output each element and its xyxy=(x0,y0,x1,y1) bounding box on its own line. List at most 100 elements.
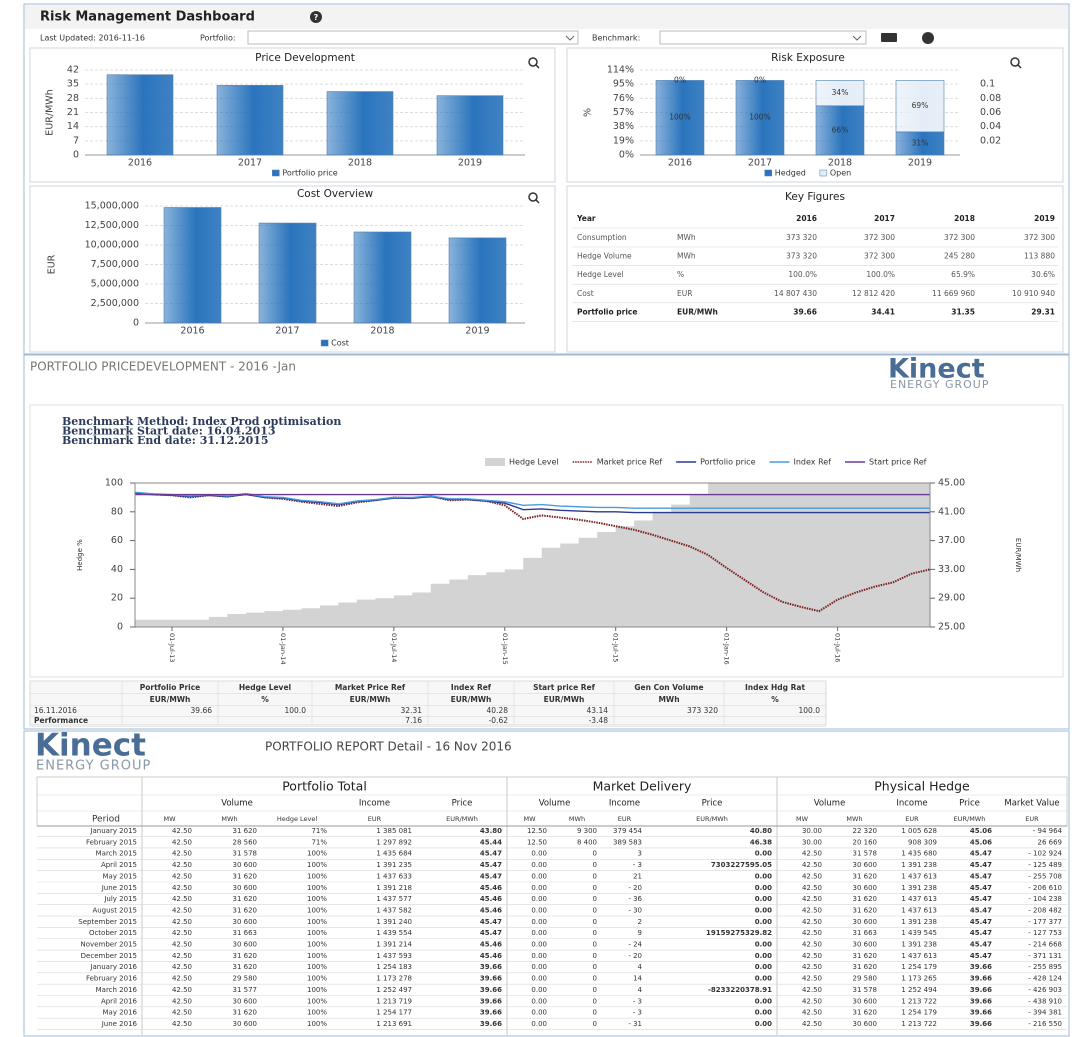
report-cell: 1 391 235 xyxy=(376,861,412,869)
table-cell: -3.48 xyxy=(589,716,609,725)
report-cell: 45.47 xyxy=(480,861,502,869)
y-tick-label: 100 xyxy=(105,478,123,489)
report-cell: 31 620 xyxy=(853,963,878,971)
report-cell: 0.00 xyxy=(531,884,547,892)
select-arrow xyxy=(565,35,575,41)
y-tick-label: 57% xyxy=(613,107,634,118)
report-cell: 0.00 xyxy=(755,895,772,903)
report-cell: 42.50 xyxy=(172,872,192,880)
report-cell: - 127 753 xyxy=(1028,929,1062,937)
report-cell: April 2016 xyxy=(101,997,138,1005)
report-cell: 0.00 xyxy=(531,963,547,971)
y2-tick-label: 33.00 xyxy=(938,564,965,575)
report-cell: 1 437 613 xyxy=(901,872,937,880)
report-cell: 45.06 xyxy=(970,827,992,835)
report-cell: 9 300 xyxy=(577,827,597,835)
report-cell: 42.50 xyxy=(172,895,192,903)
report-cell: 1 391 214 xyxy=(376,941,412,949)
row-value: 34.41 xyxy=(871,307,895,316)
report-cell: 45.47 xyxy=(970,872,992,880)
zoom-icon[interactable] xyxy=(528,192,538,202)
report-cell: 1 391 238 xyxy=(901,941,937,949)
y-tick-label: 42 xyxy=(67,65,79,76)
report-cell: 30.00 xyxy=(802,838,822,846)
zoom-icon[interactable] xyxy=(528,57,538,67)
report-cell: 39.66 xyxy=(480,1009,502,1017)
row-value: 39.66 xyxy=(793,307,817,316)
print-icon[interactable] xyxy=(881,33,897,42)
report-cell: 0 xyxy=(593,872,597,880)
report-cell: 71% xyxy=(311,827,327,835)
report-cell: 42.50 xyxy=(172,850,192,858)
report-cell: 45.47 xyxy=(970,952,992,960)
report-cell: 0 xyxy=(593,952,597,960)
report-cell: 39.66 xyxy=(480,997,502,1005)
report-cell: 30 600 xyxy=(853,918,878,926)
report-cell: 1 297 892 xyxy=(376,838,412,846)
sub-header: Income xyxy=(359,799,390,809)
y-axis-label: EUR/MWh xyxy=(45,89,56,135)
x-tick-label: 01-Jul-16 xyxy=(834,633,842,662)
report-cell: 1 252 494 xyxy=(901,986,937,994)
report-cell: 0.00 xyxy=(531,929,547,937)
benchmark-select[interactable] xyxy=(659,30,867,45)
report-cell: 0.00 xyxy=(531,986,547,994)
table-cell: EUR/MWh xyxy=(150,695,191,704)
group-header: Physical Hedge xyxy=(874,779,970,794)
report-cell: May 2016 xyxy=(102,1009,137,1017)
report-cell: 0 xyxy=(593,861,597,869)
y-tick-label: 38% xyxy=(613,121,634,132)
portfolio-select[interactable] xyxy=(247,30,579,45)
zoom-icon[interactable] xyxy=(1010,57,1020,67)
unit-header: MWh xyxy=(221,815,237,823)
report-cell: May 2015 xyxy=(102,872,137,880)
unit-header: MW xyxy=(523,815,536,823)
y2-tick-label: 29.00 xyxy=(938,593,965,604)
x-tick-label: 2018 xyxy=(828,158,852,169)
bar xyxy=(815,80,865,107)
unit-header: Hedge Level xyxy=(277,815,318,823)
table-header: Year xyxy=(576,214,596,223)
table-header: 2016 xyxy=(796,214,817,223)
report-cell: - 3 xyxy=(633,997,642,1005)
report-cell: 30 600 xyxy=(233,861,258,869)
globe-icon[interactable] xyxy=(922,32,934,44)
report-cell: 31 663 xyxy=(233,929,258,937)
table-cell: % xyxy=(771,695,779,704)
report-cell: 31 620 xyxy=(853,895,878,903)
report-cell: - 3 xyxy=(633,861,642,869)
legend-label: Index Ref xyxy=(794,458,832,467)
report-cell: 1 391 218 xyxy=(376,884,412,892)
report-cell: 42.50 xyxy=(802,952,822,960)
bar xyxy=(258,222,317,324)
report-cell: 42.50 xyxy=(172,941,192,949)
table-cell: 32.31 xyxy=(401,706,423,715)
report-cell: - 371 131 xyxy=(1028,952,1062,960)
row-value: 14 807 430 xyxy=(774,289,817,298)
report-cell: 100% xyxy=(307,929,327,937)
table-cell: 100.0 xyxy=(799,706,821,715)
report-cell: - 31 xyxy=(628,1020,642,1028)
report-cell: 9 xyxy=(638,929,642,937)
report-cell: 31 663 xyxy=(853,929,878,937)
bar xyxy=(326,91,394,156)
report-cell: 42.50 xyxy=(172,952,192,960)
report-cell: 100% xyxy=(307,918,327,926)
help-icon[interactable] xyxy=(310,11,322,23)
legend-item: Cost xyxy=(320,339,349,348)
report-cell: 0.00 xyxy=(755,963,772,971)
benchmark-text: Benchmark End date: 31.12.2015 xyxy=(62,434,269,447)
row-label: Portfolio price xyxy=(577,307,637,316)
table-header: 2018 xyxy=(954,214,975,223)
report-cell: 0.00 xyxy=(755,952,772,960)
row-value: 113 880 xyxy=(1024,252,1055,261)
row-value: 373 320 xyxy=(786,252,817,261)
hedge-area xyxy=(135,483,930,627)
y-tick-label: 12,500,000 xyxy=(85,220,139,231)
report-cell: 0.00 xyxy=(755,1009,772,1017)
report-cell: 39.66 xyxy=(970,975,992,983)
report-cell: January 2016 xyxy=(89,963,137,971)
sub-header: Price xyxy=(452,799,473,809)
report-cell: 39.66 xyxy=(970,963,992,971)
report-cell: 0.00 xyxy=(755,872,772,880)
